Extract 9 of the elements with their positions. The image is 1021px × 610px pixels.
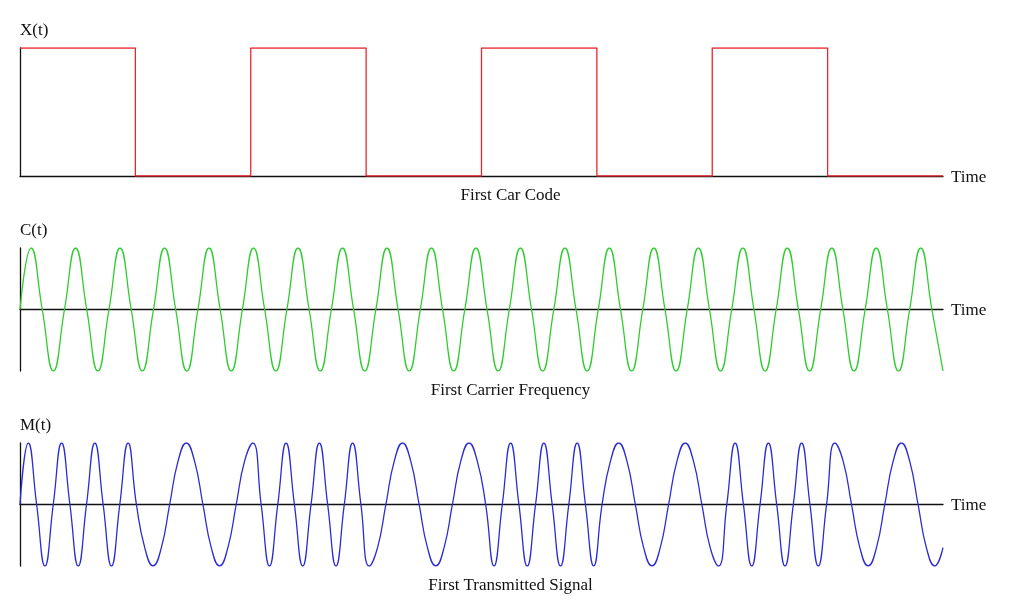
x-axis-title: Time: [951, 300, 987, 319]
text: First Car Code: [460, 185, 561, 204]
x-axis-title: Time: [951, 166, 987, 186]
y-axis-title: M(t): [20, 415, 52, 434]
text: First Carrier Frequency: [430, 380, 591, 399]
x-axis-title: Time: [951, 495, 987, 514]
y-axis-title: C(t): [20, 220, 48, 239]
y-axis-title: X(t): [20, 20, 49, 39]
text: First Transmitted Signal: [428, 575, 593, 594]
